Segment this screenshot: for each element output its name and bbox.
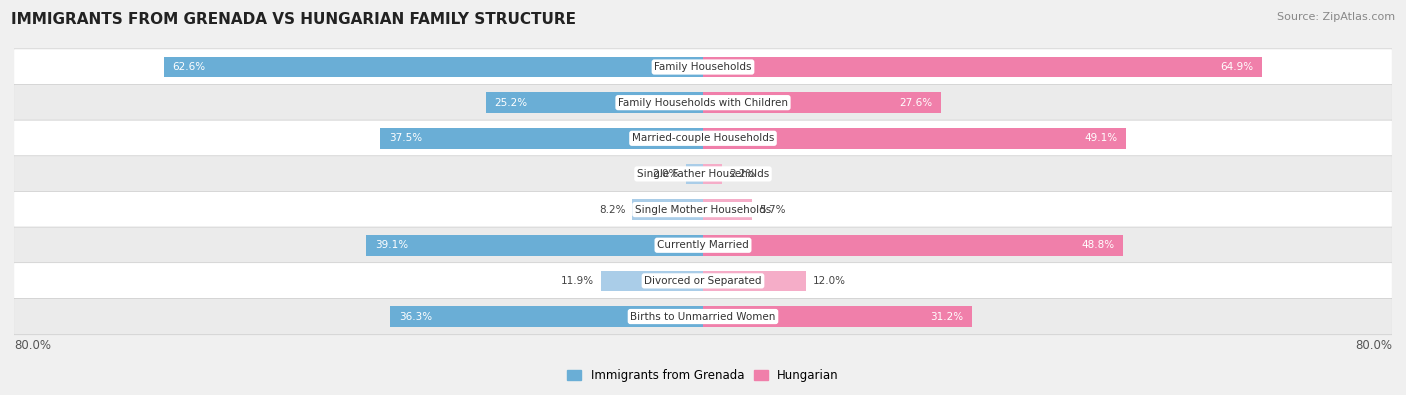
Bar: [391, 306, 703, 327]
Legend: Immigrants from Grenada, Hungarian: Immigrants from Grenada, Hungarian: [562, 364, 844, 386]
Bar: [600, 271, 703, 291]
FancyBboxPatch shape: [14, 227, 1392, 263]
Text: Single Father Households: Single Father Households: [637, 169, 769, 179]
Text: Family Households with Children: Family Households with Children: [619, 98, 787, 108]
Bar: [703, 56, 1263, 77]
Bar: [486, 92, 703, 113]
Bar: [703, 235, 1123, 256]
Text: Married-couple Households: Married-couple Households: [631, 133, 775, 143]
Text: 5.7%: 5.7%: [759, 205, 786, 214]
Text: Single Mother Households: Single Mother Households: [636, 205, 770, 214]
Bar: [686, 164, 703, 184]
Bar: [380, 128, 703, 149]
Text: Births to Unmarried Women: Births to Unmarried Women: [630, 312, 776, 322]
Bar: [703, 164, 721, 184]
Bar: [165, 56, 703, 77]
Text: 62.6%: 62.6%: [173, 62, 205, 72]
Text: 64.9%: 64.9%: [1220, 62, 1253, 72]
Text: 36.3%: 36.3%: [399, 312, 432, 322]
Text: 12.0%: 12.0%: [813, 276, 846, 286]
Text: Family Households: Family Households: [654, 62, 752, 72]
Text: 49.1%: 49.1%: [1084, 133, 1118, 143]
Text: 31.2%: 31.2%: [929, 312, 963, 322]
Text: Currently Married: Currently Married: [657, 240, 749, 250]
Text: 11.9%: 11.9%: [561, 276, 593, 286]
Text: 48.8%: 48.8%: [1081, 240, 1115, 250]
Text: 80.0%: 80.0%: [14, 339, 51, 352]
Text: 80.0%: 80.0%: [1355, 339, 1392, 352]
FancyBboxPatch shape: [14, 49, 1392, 85]
Text: Source: ZipAtlas.com: Source: ZipAtlas.com: [1277, 12, 1395, 22]
FancyBboxPatch shape: [14, 120, 1392, 156]
Bar: [633, 199, 703, 220]
FancyBboxPatch shape: [14, 298, 1392, 335]
Text: IMMIGRANTS FROM GRENADA VS HUNGARIAN FAMILY STRUCTURE: IMMIGRANTS FROM GRENADA VS HUNGARIAN FAM…: [11, 12, 576, 27]
Bar: [703, 271, 807, 291]
Text: 25.2%: 25.2%: [495, 98, 527, 108]
FancyBboxPatch shape: [14, 263, 1392, 299]
Text: 8.2%: 8.2%: [599, 205, 626, 214]
Text: 37.5%: 37.5%: [388, 133, 422, 143]
Text: 2.0%: 2.0%: [652, 169, 679, 179]
Text: 39.1%: 39.1%: [375, 240, 408, 250]
Bar: [367, 235, 703, 256]
Text: 2.2%: 2.2%: [728, 169, 755, 179]
FancyBboxPatch shape: [14, 156, 1392, 192]
FancyBboxPatch shape: [14, 192, 1392, 228]
FancyBboxPatch shape: [14, 85, 1392, 121]
Bar: [703, 199, 752, 220]
Bar: [703, 92, 941, 113]
Text: Divorced or Separated: Divorced or Separated: [644, 276, 762, 286]
Text: 27.6%: 27.6%: [898, 98, 932, 108]
Bar: [703, 306, 972, 327]
Bar: [703, 128, 1126, 149]
